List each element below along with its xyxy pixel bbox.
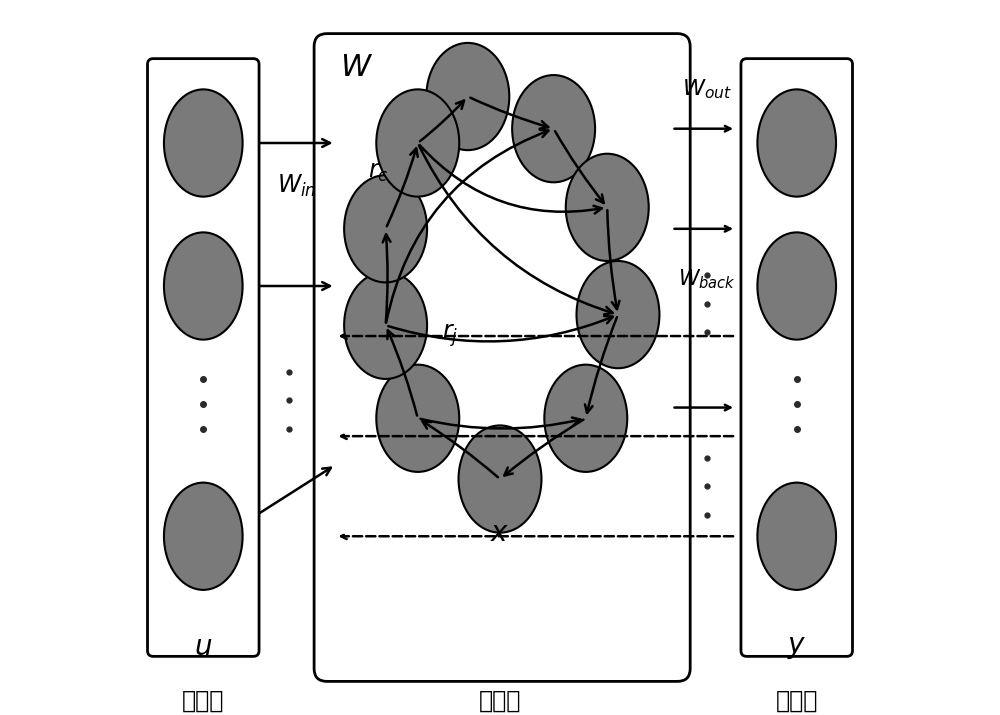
Text: $x$: $x$: [490, 518, 510, 547]
Ellipse shape: [426, 43, 509, 150]
FancyArrowPatch shape: [260, 139, 330, 147]
Ellipse shape: [164, 89, 243, 197]
Text: $r_c$: $r_c$: [368, 159, 389, 184]
Ellipse shape: [164, 232, 243, 340]
FancyArrowPatch shape: [470, 98, 548, 129]
Text: $W_{out}$: $W_{out}$: [682, 77, 732, 102]
Ellipse shape: [757, 89, 836, 197]
FancyBboxPatch shape: [741, 59, 852, 656]
FancyArrowPatch shape: [504, 420, 583, 475]
Text: $u$: $u$: [194, 633, 212, 661]
Ellipse shape: [512, 75, 595, 182]
FancyArrowPatch shape: [383, 235, 390, 322]
Text: 储备池: 储备池: [479, 689, 521, 713]
Ellipse shape: [376, 89, 459, 197]
Ellipse shape: [344, 272, 427, 379]
Ellipse shape: [566, 154, 649, 261]
Ellipse shape: [164, 483, 243, 590]
Ellipse shape: [757, 232, 836, 340]
Ellipse shape: [459, 425, 541, 533]
Text: $r_j$: $r_j$: [442, 322, 458, 350]
Ellipse shape: [757, 483, 836, 590]
Ellipse shape: [344, 175, 427, 282]
Ellipse shape: [376, 365, 459, 472]
FancyArrowPatch shape: [420, 418, 580, 428]
FancyArrowPatch shape: [422, 421, 498, 477]
FancyArrowPatch shape: [260, 282, 330, 290]
Text: $y$: $y$: [787, 633, 806, 661]
Text: $W$: $W$: [340, 54, 374, 82]
FancyArrowPatch shape: [420, 145, 602, 214]
Ellipse shape: [544, 365, 627, 472]
FancyArrowPatch shape: [387, 148, 418, 226]
FancyArrowPatch shape: [419, 145, 613, 315]
Text: 输入层: 输入层: [182, 689, 224, 713]
FancyArrowPatch shape: [386, 129, 548, 322]
FancyArrowPatch shape: [388, 316, 613, 342]
FancyBboxPatch shape: [148, 59, 259, 656]
FancyArrowPatch shape: [607, 210, 619, 309]
FancyArrowPatch shape: [555, 131, 604, 203]
FancyBboxPatch shape: [314, 34, 690, 681]
FancyArrowPatch shape: [585, 317, 617, 413]
Ellipse shape: [577, 261, 659, 368]
FancyArrowPatch shape: [420, 101, 464, 142]
Text: $W_{back}$: $W_{back}$: [678, 267, 736, 291]
Text: $W_{in}$: $W_{in}$: [277, 173, 316, 199]
Text: 输出层: 输出层: [776, 689, 818, 713]
FancyArrowPatch shape: [387, 330, 417, 415]
FancyArrowPatch shape: [259, 468, 331, 513]
